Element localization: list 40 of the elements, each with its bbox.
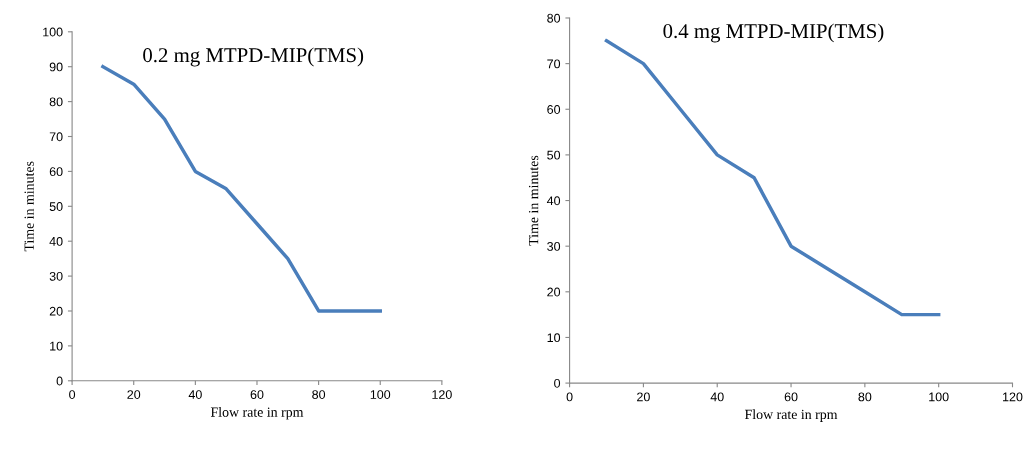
chart-title: 0.4 mg MTPD-MIP(TMS)	[663, 23, 884, 43]
y-tick-label: 50	[547, 150, 561, 160]
y-tick-label: 40	[546, 196, 561, 206]
x-tick-label: 100	[370, 390, 391, 399]
y-tick-label: 10	[50, 341, 63, 351]
x-axis-title: Flow rate in rpm	[744, 409, 838, 422]
x-tick-label: 20	[127, 390, 141, 399]
x-tick-label: 0	[69, 390, 76, 399]
y-tick-label: 30	[547, 241, 561, 251]
y-axis-title: Time in minutes	[528, 155, 539, 246]
x-tick-label: 0	[566, 392, 573, 402]
x-tick-label: 80	[312, 390, 326, 399]
y-tick-label: 70	[547, 59, 561, 69]
x-tick-label: 40	[710, 392, 724, 402]
x-tick-label: 100	[929, 392, 949, 402]
x-tick-label: 20	[637, 392, 650, 402]
y-tick-label: 80	[547, 13, 561, 23]
y-tick-label: 80	[49, 97, 63, 107]
y-tick-label: 10	[547, 333, 561, 343]
x-tick-label: 60	[250, 390, 264, 399]
y-tick-label: 90	[49, 62, 63, 72]
x-axis-title: Flow rate in rpm	[210, 407, 304, 420]
y-tick-label: 0	[554, 378, 561, 388]
y-tick-label: 30	[49, 271, 63, 281]
y-tick-label: 100	[43, 27, 63, 37]
y-tick-label: 20	[49, 306, 63, 316]
y-tick-label: 70	[49, 132, 63, 142]
x-tick-label: 80	[858, 392, 872, 402]
x-tick-label: 60	[784, 392, 798, 402]
x-tick-label: 40	[188, 390, 202, 399]
x-tick-label: 120	[432, 390, 452, 399]
x-tick-label: 120	[1003, 392, 1023, 402]
y-tick-label: 20	[547, 287, 561, 297]
y-tick-label: 40	[49, 237, 63, 246]
y-tick-label: 50	[49, 202, 63, 211]
y-tick-label: 60	[547, 105, 561, 114]
text: 0.2 mg MTPD-MIP(TMS)	[143, 47, 364, 67]
y-axis-title: Time in minutes	[24, 161, 34, 252]
y-tick-label: 60	[49, 167, 63, 177]
y-tick-label: 0	[56, 376, 63, 386]
